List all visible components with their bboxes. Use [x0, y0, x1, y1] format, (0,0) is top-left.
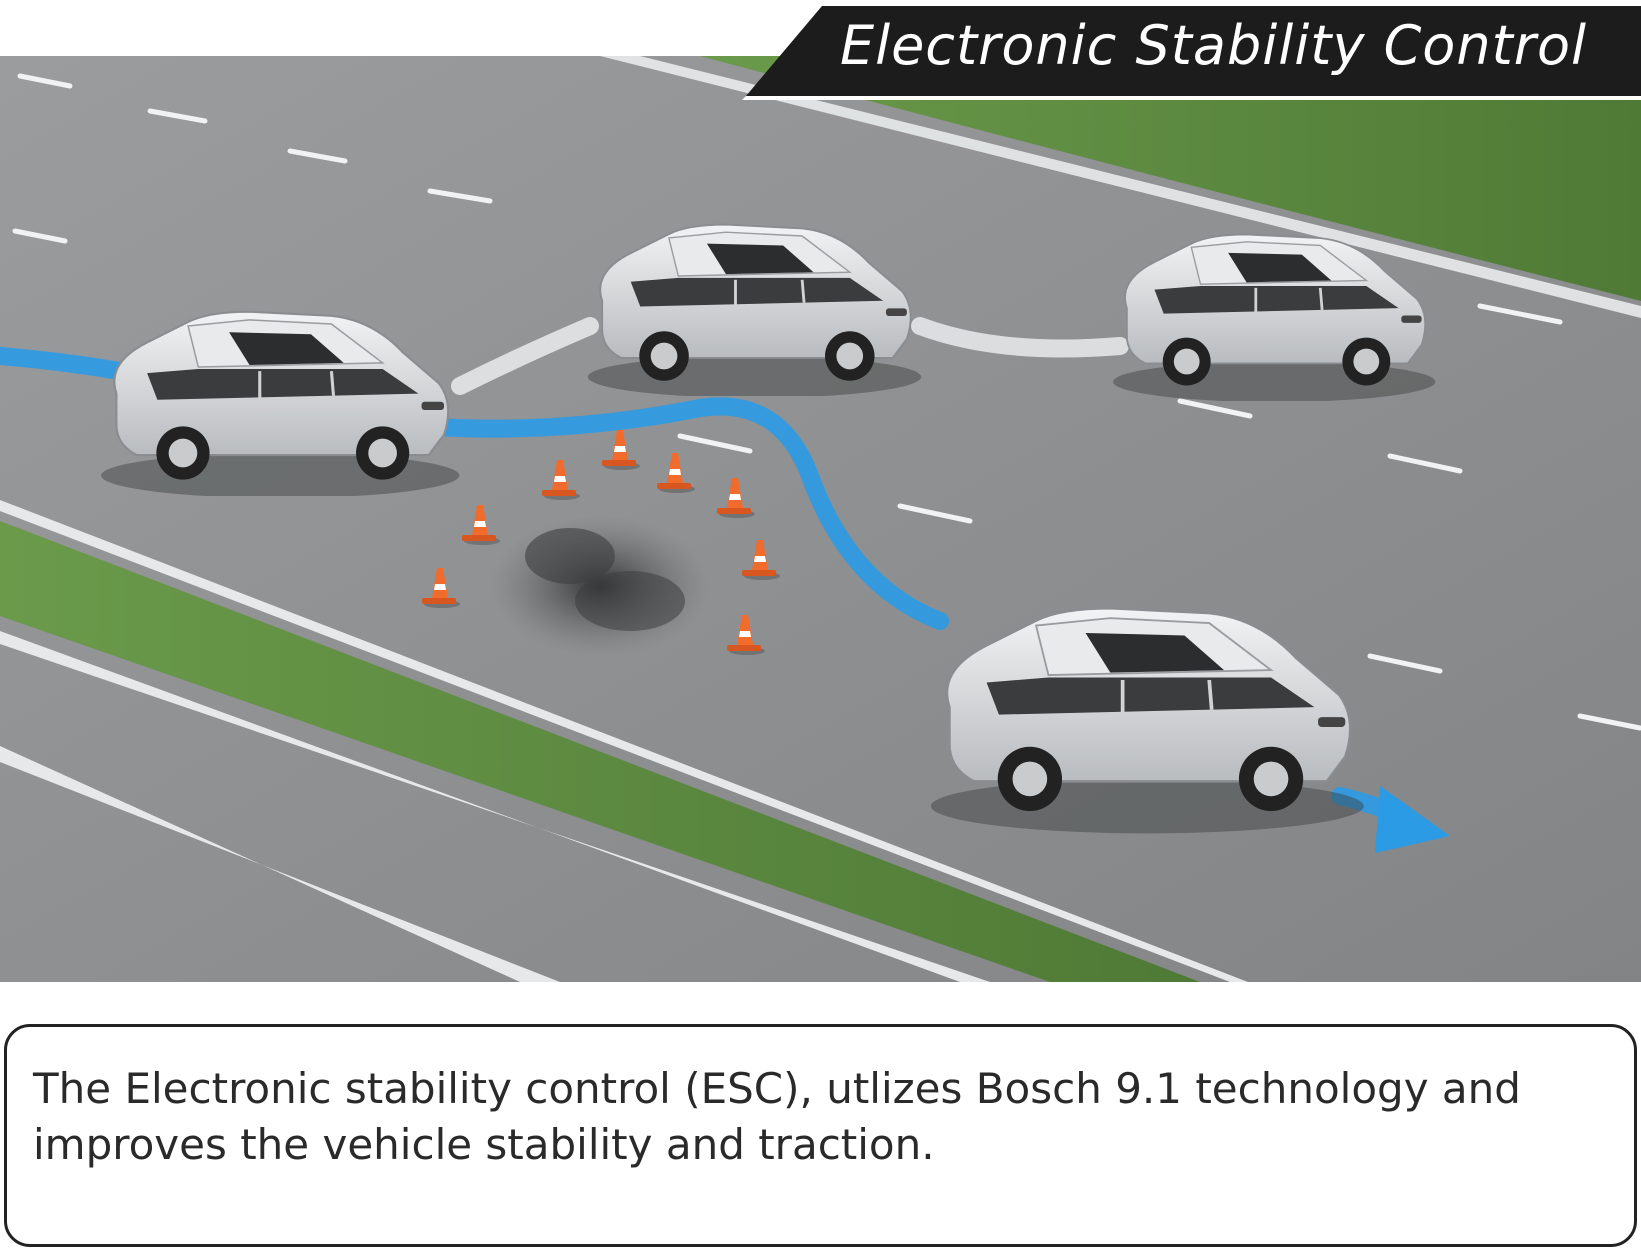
grass-verge-top [700, 56, 1641, 301]
caption-text: The Electronic stability control (ESC), … [33, 1064, 1521, 1169]
median-grass [0, 521, 1200, 982]
title-banner [742, 6, 1641, 100]
lane-change-path-white [451, 317, 1129, 395]
esc-illustration [0, 56, 1641, 982]
caption-box: The Electronic stability control (ESC), … [4, 1024, 1637, 1247]
lane-dashes [12, 73, 1641, 731]
page-title: Electronic Stability Control [839, 14, 1587, 77]
median-line-upper [0, 500, 1248, 982]
road-edge-line-top [600, 56, 1641, 318]
direction-arrow-icon [1375, 786, 1450, 853]
